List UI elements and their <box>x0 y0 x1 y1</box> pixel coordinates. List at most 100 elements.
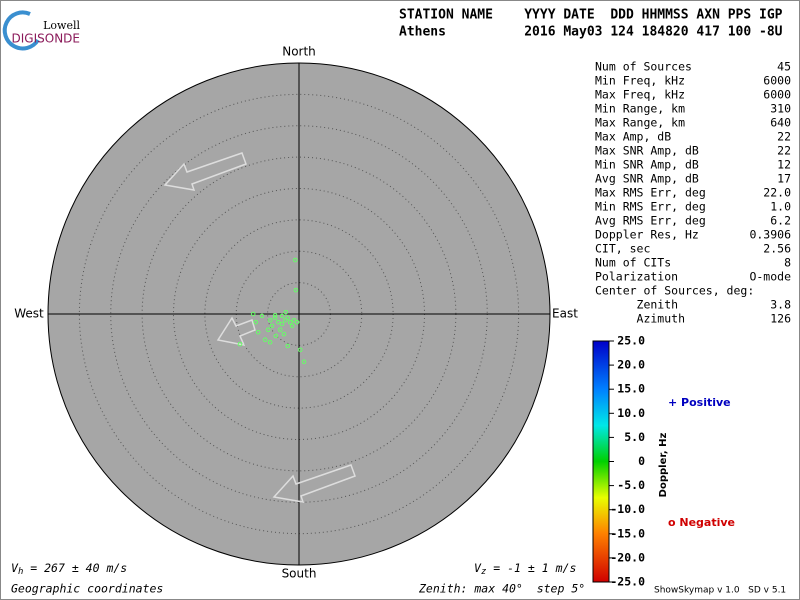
source-point <box>255 329 261 335</box>
colorbar-tick-label: -5.0 <box>617 478 645 492</box>
positive-legend: + Positive <box>668 396 731 409</box>
header-values: Athens 2016 May03 124 184820 417 100 -8U <box>399 25 783 40</box>
source-point <box>281 331 287 337</box>
source-point <box>265 327 271 332</box>
west-label: West <box>14 307 44 321</box>
colorbar-title: Doppler, Hz <box>658 433 669 498</box>
source-point <box>253 319 259 325</box>
negative-legend: o Negative <box>668 516 735 529</box>
stat-value: 126 <box>770 312 791 326</box>
stat-value: 22 <box>777 144 791 158</box>
version-label: ShowSkymap v 1.0 SD v 5.1 <box>654 586 786 596</box>
stat-value: 1.0 <box>770 200 791 214</box>
stat-label: Num of CITs <box>595 256 671 270</box>
logo-bottom: DIGISONDE <box>12 32 80 46</box>
stat-label: Zenith <box>595 298 678 312</box>
colorbar-tick-label: 10.0 <box>617 406 645 420</box>
source-point <box>262 337 268 343</box>
drift-arrow <box>163 152 247 191</box>
source-point <box>273 333 279 339</box>
source-point <box>297 347 303 353</box>
stat-value: 8 <box>784 256 791 270</box>
vz-label: Vz = -1 ± 1 m/s <box>474 561 576 577</box>
stat-label: Min RMS Err, deg <box>595 200 706 214</box>
stat-label: Min SNR Amp, dB <box>595 158 699 172</box>
source-point <box>283 309 289 315</box>
stat-value: 22.0 <box>763 186 791 200</box>
header-labels: STATION NAME YYYY DATE DDD HHMMSS AXN PP… <box>399 8 783 23</box>
source-point <box>237 341 243 347</box>
stat-value: 6000 <box>763 88 791 102</box>
stat-value: 3.8 <box>770 298 791 312</box>
source-point <box>291 317 297 323</box>
source-point <box>282 317 288 323</box>
source-point <box>250 311 256 317</box>
stat-value: 12 <box>777 158 791 172</box>
source-point <box>285 343 291 349</box>
drift-arrow <box>216 316 256 347</box>
stat-label: Polarization <box>595 270 678 284</box>
east-label: East <box>552 307 578 321</box>
stat-label: Avg RMS Err, deg <box>595 214 706 228</box>
colorbar-tick-label: 25.0 <box>617 334 645 348</box>
colorbar <box>592 340 610 583</box>
source-point <box>292 257 298 263</box>
source-point <box>275 319 281 325</box>
source-point <box>259 313 265 319</box>
source-point <box>277 327 283 332</box>
stat-value: 0.3906 <box>749 228 791 242</box>
colorbar-tick-label: 15.0 <box>617 382 645 396</box>
source-point <box>267 317 273 323</box>
source-point <box>272 315 278 321</box>
stat-value: 6000 <box>763 74 791 88</box>
colorbar-tick-label: 5.0 <box>624 430 645 444</box>
stat-label: Max Freq, kHz <box>595 88 685 102</box>
stat-label: Max Amp, dB <box>595 130 671 144</box>
stat-value: 17 <box>777 172 791 186</box>
source-point <box>293 287 299 293</box>
stat-value: 45 <box>777 60 791 74</box>
south-label: South <box>282 567 317 581</box>
stat-label: Doppler Res, Hz <box>595 228 699 242</box>
vh-label: Vh = 267 ± 40 m/s <box>11 561 127 577</box>
stat-label: Min Freq, kHz <box>595 74 685 88</box>
colorbar-tick-label: 20.0 <box>617 358 645 372</box>
source-point <box>269 323 275 329</box>
stat-label: CIT, sec <box>595 242 650 256</box>
colorbar-tick-label: -10.0 <box>610 502 645 516</box>
stat-label: Num of Sources <box>595 60 692 74</box>
source-point <box>289 323 295 329</box>
stat-value: 6.2 <box>770 214 791 228</box>
source-point <box>279 321 285 327</box>
stat-label: Avg SNR Amp, dB <box>595 172 699 186</box>
north-label: North <box>282 45 316 59</box>
colorbar-tick-label: -25.0 <box>610 575 645 589</box>
stat-label: Max SNR Amp, dB <box>595 144 699 158</box>
stat-label: Azimuth <box>595 312 685 326</box>
coordinates-label: Geographic coordinates <box>11 582 163 596</box>
source-point <box>301 359 307 364</box>
stat-value: 22 <box>777 130 791 144</box>
stat-value: 640 <box>770 116 791 130</box>
source-point <box>287 319 293 325</box>
logo-arc <box>2 10 40 51</box>
colorbar-tick-label: -20.0 <box>610 550 645 564</box>
source-point <box>294 319 300 325</box>
logo-top: Lowell <box>43 19 80 32</box>
stat-label: Max RMS Err, deg <box>595 186 706 200</box>
source-point <box>285 315 291 321</box>
stat-value: 310 <box>770 102 791 116</box>
drift-arrow <box>272 464 356 503</box>
source-point <box>272 312 278 318</box>
source-point <box>267 339 273 345</box>
source-point <box>279 313 285 319</box>
colorbar-tick-label: 0 <box>638 454 645 468</box>
stat-value: 2.56 <box>763 242 791 256</box>
zenith-label: Zenith: max 40° step 5° <box>418 582 585 596</box>
stat-label: Max Range, km <box>595 116 685 130</box>
stat-label: Min Range, km <box>595 102 685 116</box>
colorbar-tick-label: -15.0 <box>610 526 645 540</box>
stat-label: Center of Sources, deg: <box>595 284 754 298</box>
stat-value: O-mode <box>749 270 791 284</box>
